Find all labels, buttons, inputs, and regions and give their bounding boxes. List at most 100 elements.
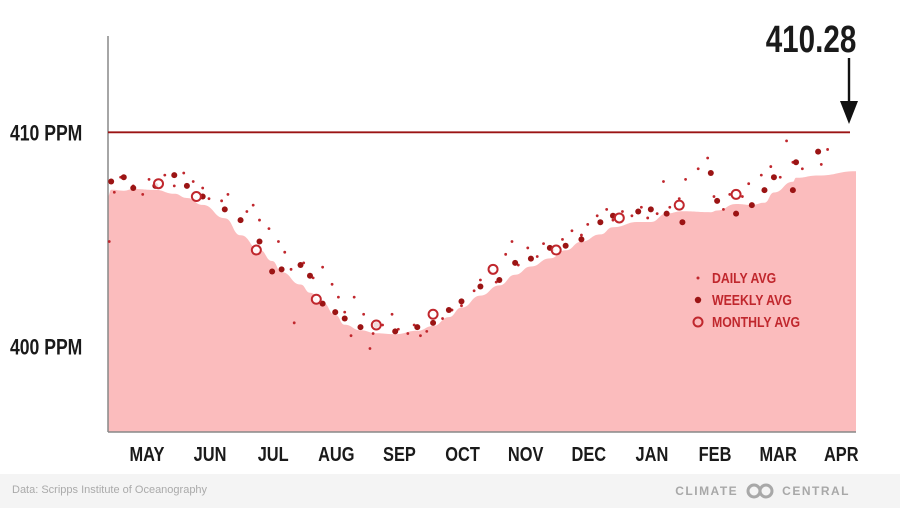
daily-avg-point (277, 240, 280, 243)
daily-avg-point (778, 175, 782, 179)
weekly-avg-point (221, 206, 228, 213)
daily-avg-point (441, 317, 444, 320)
weekly-avg-point (445, 306, 452, 313)
daily-avg-point (712, 195, 716, 198)
monthly-avg-point (487, 263, 499, 275)
weekly-avg-point (414, 324, 421, 331)
y-tick-label: 410 PPM (10, 122, 82, 146)
monthly-avg-point (310, 293, 322, 305)
legend-label: DAILY AVG (712, 270, 776, 286)
weekly-avg-point (256, 238, 263, 245)
daily-avg-point (425, 329, 429, 333)
latest-value-callout: 410.28 (766, 19, 857, 61)
daily-avg-point (460, 304, 463, 308)
daily-avg-point (226, 193, 230, 196)
daily-avg-point (621, 210, 624, 213)
brand-name-right: CENTRAL (782, 484, 850, 498)
callout-arrow-icon (840, 58, 858, 124)
x-tick-label: JUL (258, 442, 289, 465)
daily-avg-point (639, 205, 643, 209)
daily-avg-point (336, 295, 340, 299)
legend: DAILY AVG WEEKLY AVG MONTHLY AVG (692, 270, 800, 330)
x-tick-label: DEC (571, 442, 606, 465)
x-tick-label: MAR (760, 442, 797, 465)
weekly-avg-point (392, 328, 399, 335)
daily-avg-point (747, 182, 751, 186)
weekly-avg-point (679, 219, 686, 226)
daily-avg-point (526, 246, 530, 250)
weekly-avg-point (597, 219, 604, 226)
weekly-avg-point (562, 242, 569, 249)
weekly-avg-point (237, 217, 244, 224)
weekly-avg-point (171, 172, 178, 179)
weekly-avg-point (496, 277, 503, 284)
daily-avg-point (668, 205, 672, 209)
weekly-avg-point (120, 174, 127, 181)
weekly-avg-point (761, 187, 768, 194)
weekly-avg-point (707, 169, 714, 176)
monthly-avg-point (673, 199, 685, 211)
weekly-avg-point (332, 309, 339, 316)
y-tick-label: 400 PPM (10, 336, 82, 360)
chart: 410 PPM 400 PPM MAY JUN JUL AUG SEP OCT NOV DEC J… (10, 19, 859, 466)
daily-avg-point (201, 186, 205, 190)
x-tick-label: OCT (445, 442, 480, 465)
x-tick-label: NOV (508, 442, 544, 465)
daily-avg-point (605, 207, 609, 211)
legend-label: WEEKLY AVG (712, 292, 792, 308)
daily-avg-point (510, 240, 514, 243)
daily-avg-point (472, 289, 476, 293)
weekly-avg-point (477, 283, 484, 290)
weekly-avg-point (793, 159, 800, 166)
weekly-avg-point (527, 255, 534, 262)
daily-avg-series (107, 139, 829, 350)
daily-avg-point (406, 332, 410, 335)
weekly-avg-point (635, 208, 642, 215)
weekly-avg-point (341, 315, 348, 322)
legend-daily-marker (696, 276, 700, 280)
daily-avg-point (728, 193, 732, 196)
weekly-avg-point (647, 206, 654, 213)
daily-avg-point (662, 180, 665, 183)
daily-avg-point (141, 193, 145, 196)
daily-avg-point (722, 207, 725, 211)
weekly-avg-point (815, 148, 822, 155)
weekly-avg-point (130, 184, 137, 191)
weekly-avg-point (770, 174, 777, 181)
daily-avg-point (479, 278, 482, 282)
daily-avg-point (570, 229, 574, 233)
weekly-avg-point (458, 298, 465, 305)
weekly-avg-point (578, 236, 585, 243)
daily-avg-point (740, 195, 744, 198)
daily-avg-point (785, 139, 788, 143)
weekly-avg-point (663, 210, 670, 217)
daily-avg-point (419, 334, 422, 338)
daily-avg-point (696, 167, 700, 171)
daily-avg-point (349, 334, 353, 338)
daily-avg-point (586, 222, 590, 226)
daily-avg-point (258, 218, 261, 222)
daily-avg-point (321, 265, 325, 269)
daily-avg-point (289, 267, 293, 271)
weekly-avg-point (183, 182, 190, 189)
x-tick-label: AUG (318, 442, 354, 465)
weekly-avg-point (278, 266, 285, 273)
daily-avg-point (220, 199, 224, 203)
monthly-avg-point (613, 212, 625, 224)
x-tick-label: JAN (636, 442, 669, 465)
daily-avg-point (368, 347, 372, 350)
weekly-avg-point (269, 268, 276, 275)
daily-avg-point (251, 203, 255, 207)
daily-avg-point (371, 332, 375, 335)
x-tick-label: JUN (194, 442, 227, 465)
daily-avg-point (112, 190, 116, 194)
monthly-avg-point (152, 178, 164, 190)
monthly-avg-series (152, 178, 742, 331)
legend-weekly-marker (694, 296, 702, 304)
weekly-avg-point (297, 262, 304, 269)
weekly-avg-point (306, 272, 313, 279)
daily-avg-point (147, 178, 151, 181)
weekly-avg-point (512, 259, 519, 266)
daily-avg-point (677, 197, 681, 201)
daily-avg-point (826, 148, 829, 151)
